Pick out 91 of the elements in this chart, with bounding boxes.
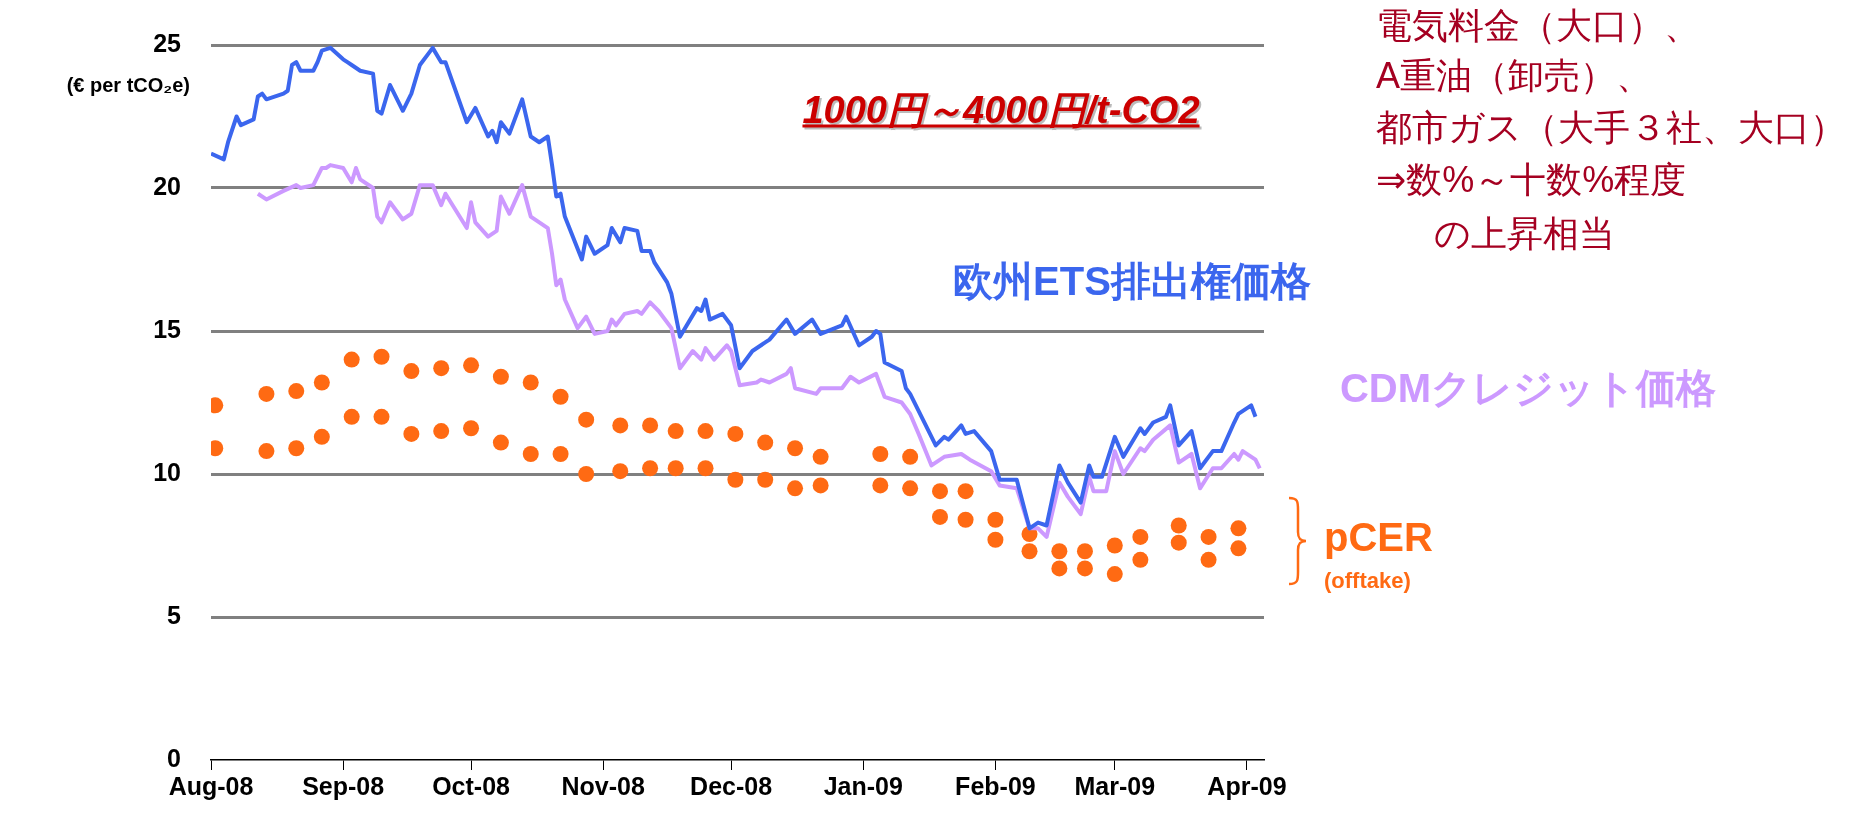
point <box>727 425 744 442</box>
point <box>1076 560 1093 577</box>
point <box>787 480 804 497</box>
point <box>1170 517 1187 534</box>
x-tick-label: Sep-08 <box>302 771 385 800</box>
point <box>902 480 919 497</box>
point <box>1132 528 1149 545</box>
point <box>373 408 390 425</box>
x-tick-label: Dec-08 <box>690 771 773 800</box>
point <box>787 440 804 457</box>
point <box>552 445 569 462</box>
x-tick-label: Aug-08 <box>168 771 254 800</box>
y-tick-label: 15 <box>153 314 182 343</box>
point <box>313 428 330 445</box>
text: CDMクレジット価格 <box>1339 366 1717 411</box>
x-tick-label: Mar-09 <box>1074 771 1156 800</box>
point <box>812 448 829 465</box>
x-tick-label: Feb-09 <box>955 771 1036 800</box>
point <box>343 408 360 425</box>
x-tick-label: Jan-09 <box>823 771 903 800</box>
point <box>463 357 480 374</box>
point <box>1200 528 1217 545</box>
point <box>1106 566 1123 583</box>
point <box>578 466 595 482</box>
point <box>932 508 948 525</box>
point <box>1106 537 1123 554</box>
point <box>1170 534 1187 551</box>
annotation: 1000円～4000円/t-CO2 <box>802 87 1200 133</box>
y-tick-label: 10 <box>153 457 181 486</box>
legend-label: pCER <box>1324 515 1433 560</box>
y-tick-label: 25 <box>153 28 182 57</box>
point <box>1230 520 1247 537</box>
point <box>1200 551 1217 568</box>
point <box>288 383 305 400</box>
point <box>932 483 948 500</box>
point <box>522 374 539 391</box>
x-tick-label: Apr-09 <box>1207 771 1287 800</box>
point <box>578 411 595 428</box>
point <box>288 440 305 457</box>
point <box>957 511 974 528</box>
point <box>1021 543 1038 560</box>
point <box>612 463 629 480</box>
point <box>987 531 1004 548</box>
y-axis-title: (€ per tCO₂e) <box>66 73 190 96</box>
point <box>727 471 744 488</box>
text: ⇒数%～十数%程度 <box>1376 158 1687 200</box>
point <box>902 448 919 465</box>
point <box>433 360 450 377</box>
point <box>433 423 450 440</box>
text: A重油（卸売）、 <box>1376 54 1653 96</box>
x-tick-label: Nov-08 <box>561 771 645 800</box>
x-tick-label: Oct-08 <box>432 771 511 800</box>
point <box>492 434 509 451</box>
point <box>872 445 889 462</box>
y-tick-label: 0 <box>167 743 181 772</box>
point <box>313 374 330 391</box>
point <box>872 477 889 494</box>
point <box>1076 543 1093 560</box>
point <box>697 423 714 440</box>
point <box>258 443 275 460</box>
y-tick-label: 20 <box>153 171 181 200</box>
y-tick-label: 5 <box>167 600 182 629</box>
point <box>522 445 539 462</box>
point <box>642 417 659 434</box>
text: の上昇相当 <box>1434 212 1615 254</box>
point <box>812 477 829 494</box>
point <box>757 471 774 488</box>
point <box>1132 551 1149 568</box>
point <box>373 348 390 365</box>
point <box>403 425 420 442</box>
point <box>1051 543 1068 560</box>
text: 電気料金（大口）、 <box>1376 4 1700 46</box>
point <box>1230 540 1247 557</box>
point <box>492 368 509 385</box>
point <box>667 423 684 440</box>
series-label: 欧州ETS排出権価格 <box>953 259 1311 304</box>
point <box>552 388 569 405</box>
point <box>987 511 1004 528</box>
text: 都市ガス（大手３社、大口） <box>1376 106 1846 148</box>
point <box>1051 560 1068 577</box>
point <box>343 351 360 368</box>
point <box>697 460 714 477</box>
point <box>757 434 774 451</box>
point <box>403 363 420 380</box>
point <box>957 483 974 500</box>
point <box>258 385 275 402</box>
point <box>642 460 659 477</box>
point <box>667 460 684 477</box>
text: (offtake) <box>1324 568 1411 594</box>
point <box>612 417 629 434</box>
point <box>463 420 480 437</box>
